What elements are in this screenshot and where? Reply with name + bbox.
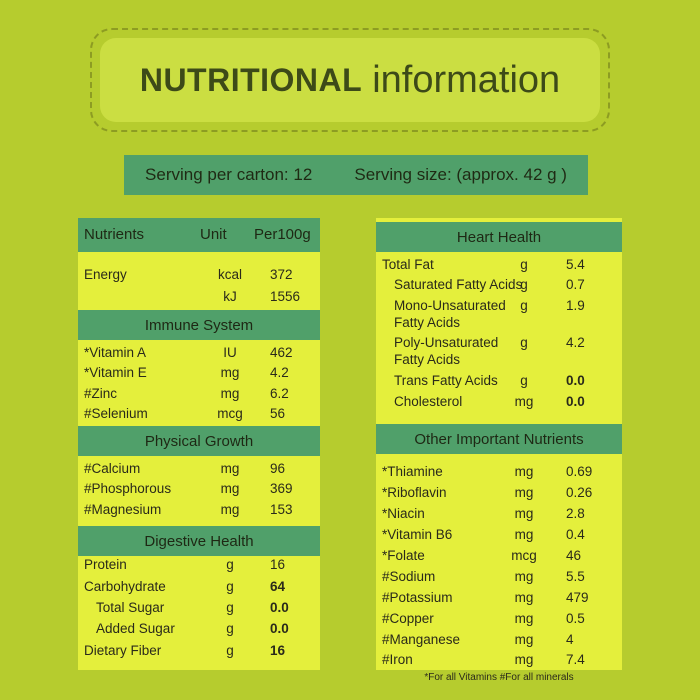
table-row-cont: Fatty Acids (394, 314, 461, 330)
title-frame: NUTRITIONAL information (90, 28, 610, 132)
table-row: Saturated Fatty Acids g 0.7 (394, 276, 585, 292)
title-banner: NUTRITIONAL information (100, 38, 600, 122)
serving-per-carton: Serving per carton: 12 (145, 165, 313, 184)
col-nutrients: Nutrients (84, 226, 145, 243)
table-row: Trans Fatty Acids g 0.0 (394, 372, 585, 388)
energy-row: Energy kcal 372 (78, 264, 320, 284)
table-row: #Sodium mg 5.5 (382, 568, 585, 584)
table-row: #Selenium mcg 56 (84, 405, 286, 421)
column-headers: Nutrients Unit Per100g (78, 218, 320, 252)
table-row: *Thiamine mg 0.69 (382, 463, 593, 479)
table-row: *Riboflavin mg 0.26 (382, 484, 593, 500)
table-row: Total Sugar g 0.0 (96, 599, 289, 615)
energy-value-kcal: 372 (270, 266, 293, 282)
table-row: Protein g 16 (84, 556, 286, 572)
section-digestive: Digestive Health (78, 526, 320, 556)
table-row: Dietary Fiber g 16 (84, 642, 286, 658)
table-row: *Folate mcg 46 (382, 547, 582, 563)
title-bold: NUTRITIONAL (139, 61, 363, 98)
energy-unit-kcal: kcal (217, 266, 242, 282)
section-immune: Immune System (78, 310, 320, 340)
col-per100g: Per100g (254, 226, 311, 243)
section-heart: Heart Health (376, 222, 622, 252)
table-row: #Iron mg 7.4 (382, 651, 585, 667)
section-growth: Physical Growth (78, 426, 320, 456)
energy-label: Energy (84, 266, 127, 282)
table-row: Cholesterol mg 0.0 (394, 393, 585, 409)
table-row: Total Fat g 5.4 (382, 256, 585, 272)
table-row: #Manganese mg 4 (382, 631, 574, 647)
table-row: Added Sugar g 0.0 (96, 620, 289, 636)
table-row: *Vitamin B6 mg 0.4 (382, 526, 585, 542)
col-unit: Unit (200, 226, 227, 243)
table-row: Mono-Unsaturated g 1.9 (394, 297, 585, 313)
title-light: information (372, 58, 561, 101)
table-row-cont: Fatty Acids (394, 351, 461, 367)
table-row: Carbohydrate g 64 (84, 578, 286, 594)
table-row: *Niacin mg 2.8 (382, 505, 585, 521)
section-other: Other Important Nutrients (376, 424, 622, 454)
energy-row-kj: kJ 1556 (78, 286, 320, 306)
energy-unit-kj: kJ (223, 288, 237, 304)
right-nutrition-panel: Heart Health Total Fat g 5.4 Saturated Fat… (376, 218, 622, 670)
table-row: Poly-Unsaturated g 4.2 (394, 334, 585, 350)
table-row: #Magnesium mg 153 (84, 501, 293, 517)
table-row: #Potassium mg 479 (382, 589, 589, 605)
table-row: #Calcium mg 96 (84, 460, 286, 476)
table-row: #Phosphorous mg 369 (84, 480, 293, 496)
serving-banner: Serving per carton: 12 Serving size: (ap… (124, 155, 588, 195)
serving-size: Serving size: (approx. 42 g ) (354, 165, 567, 184)
footnote: *For all Vitamins #For all minerals (424, 672, 574, 683)
energy-value-kj: 1556 (270, 288, 301, 304)
left-nutrition-panel: Nutrients Unit Per100g Energy kcal 372 k… (78, 218, 320, 670)
table-row: #Copper mg 0.5 (382, 610, 585, 626)
table-row: *Vitamin A IU 462 (84, 344, 293, 360)
table-row: #Zinc mg 6.2 (84, 385, 289, 401)
